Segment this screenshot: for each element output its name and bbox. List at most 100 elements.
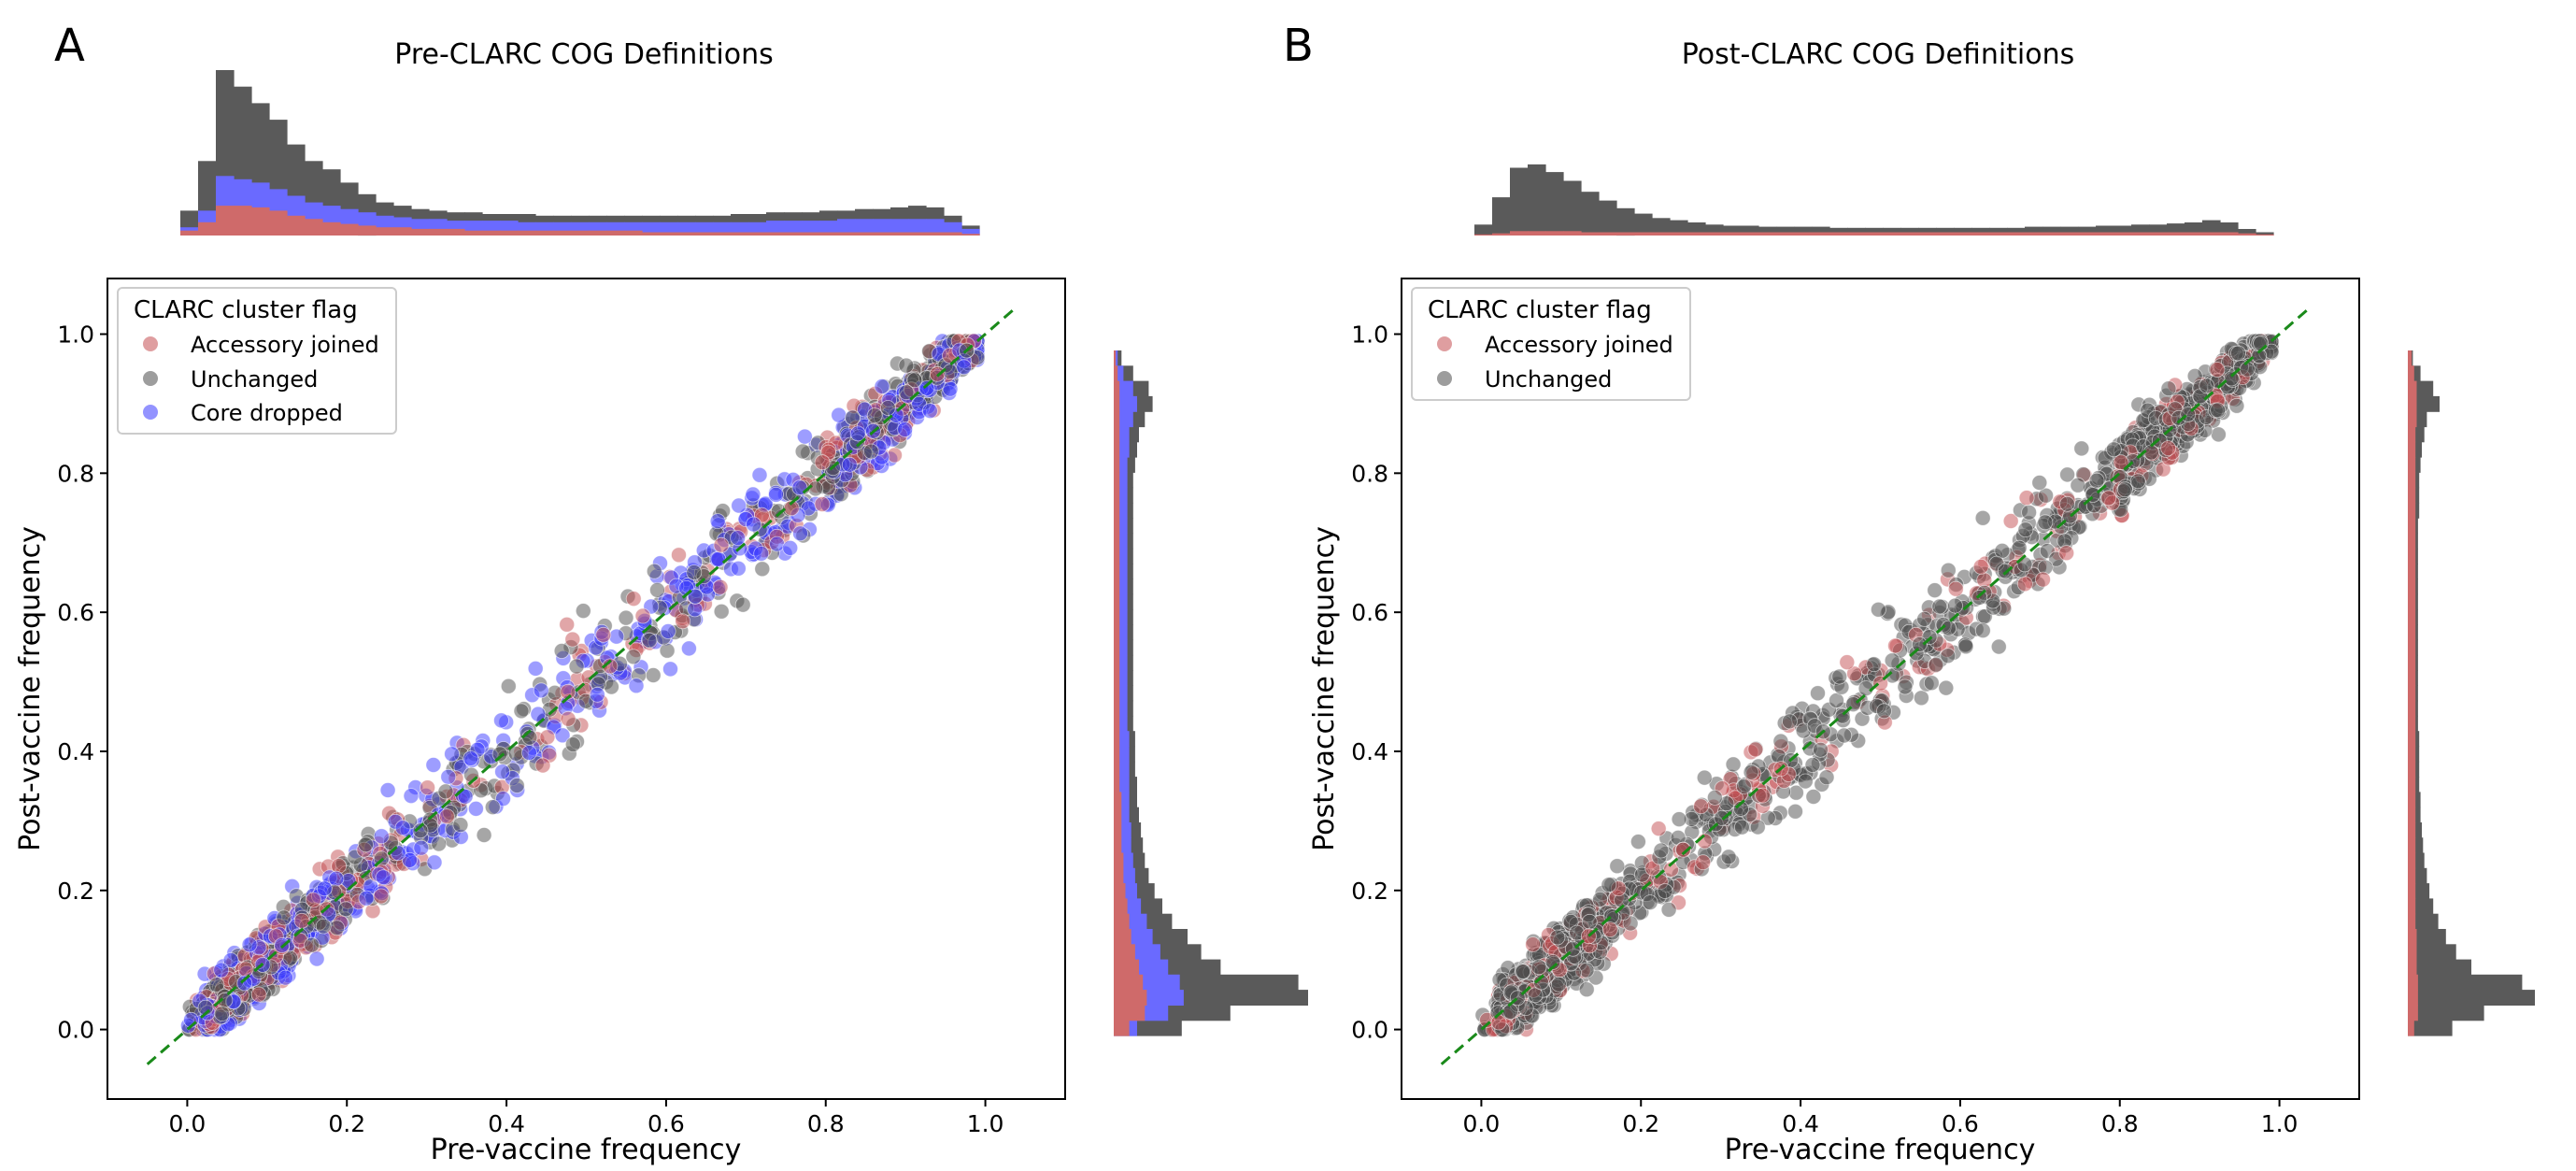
panel-a-y-axis-label: Post-vaccine frequency [14, 526, 47, 851]
marginal-y-bar [2408, 974, 2418, 991]
scatter-point [1725, 756, 1742, 773]
scatter-point [1797, 773, 1814, 790]
marginal-x-bar [624, 230, 643, 236]
scatter-point [1695, 854, 1712, 871]
scatter-point [754, 561, 771, 578]
scatter-point [444, 746, 461, 763]
scatter-point [560, 710, 576, 727]
scatter-point [1839, 654, 1856, 670]
marginal-y-bar [1114, 731, 1120, 748]
marginal-y-bar [2408, 548, 2416, 564]
marginal-y-bar [1114, 944, 1135, 961]
scatter-point [1696, 769, 1713, 786]
panel-a-y-tick-label: 0.8 [57, 460, 94, 487]
marginal-x-bar [251, 207, 270, 236]
marginal-y-bar [2408, 654, 2416, 671]
marginal-y-bar [1114, 564, 1120, 579]
scatter-point [845, 409, 861, 426]
marginal-y-bar [1114, 898, 1128, 915]
panel-a-x-tick-label: 0.8 [807, 1110, 845, 1137]
marginal-x-bar [731, 221, 749, 236]
marginal-x-bar [1599, 200, 1617, 236]
scatter-point [1947, 597, 1963, 614]
marginal-x-bar [1616, 207, 1635, 236]
marginal-x-bar [748, 232, 767, 236]
scatter-point [1747, 741, 1764, 758]
marginal-x-bar [961, 228, 980, 236]
panel-a-x-tick-label: 0.2 [328, 1110, 365, 1137]
scatter-point [1581, 913, 1598, 930]
marginal-x-bar [731, 232, 749, 236]
scatter-point [534, 757, 551, 774]
marginal-x-bar [819, 232, 838, 236]
scatter-point [1928, 656, 1944, 673]
scatter-point [316, 880, 333, 897]
scatter-point [713, 536, 730, 553]
scatter-point [564, 736, 581, 752]
scatter-point [2129, 473, 2146, 490]
panel-a-legend-marker-accessory [143, 336, 158, 351]
marginal-x-bar [1510, 167, 1529, 236]
scatter-point [1876, 703, 1892, 720]
scatter-point [1990, 638, 2007, 655]
scatter-point [2209, 362, 2226, 378]
scatter-point [2116, 481, 2133, 498]
scatter-point [831, 407, 847, 423]
marginal-y-bar [1114, 472, 1120, 489]
scatter-point [440, 768, 457, 785]
scatter-point [437, 783, 454, 800]
panel-a-legend-title: CLARC cluster flag [134, 296, 358, 324]
marginal-x-bar [1883, 232, 1901, 236]
marginal-y-bar [2408, 990, 2418, 1006]
panel-b-legend-marker-accessory [1437, 336, 1452, 351]
marginal-y-bar [2408, 593, 2416, 610]
marginal-y-bar [2408, 350, 2412, 366]
scatter-point [413, 839, 430, 856]
scatter-point [709, 513, 726, 529]
marginal-y-bar [2408, 502, 2416, 519]
scatter-point [625, 649, 642, 665]
marginal-y-bar [1114, 365, 1118, 382]
marginal-x-bar [2220, 232, 2239, 236]
marginal-y-bar [1114, 608, 1120, 625]
panel-b-x-tick-label: 0.8 [2101, 1110, 2139, 1137]
scatter-point [491, 746, 508, 763]
marginal-y-bar [2408, 898, 2416, 915]
marginal-x-bar [873, 232, 891, 236]
panel-b-y-ticks: 0.0 0.2 0.4 0.6 0.8 1.0 [1351, 321, 1388, 1044]
scatter-point [1630, 834, 1646, 850]
scatter-point [686, 564, 703, 580]
scatter-point [2088, 472, 2105, 489]
scatter-point [792, 525, 808, 542]
marginal-y-bar [1114, 1020, 1130, 1036]
scatter-point [730, 530, 746, 546]
marginal-y-bar [2408, 929, 2417, 945]
marginal-x-bar [393, 227, 412, 236]
marginal-x-bar [358, 225, 377, 236]
scatter-point [589, 686, 605, 703]
scatter-point [1916, 611, 1933, 627]
marginal-y-bar [1114, 867, 1124, 884]
scatter-point [874, 378, 890, 394]
marginal-x-bar [1900, 232, 1919, 236]
marginal-y-bar [2408, 822, 2416, 838]
scatter-point [2017, 521, 2034, 538]
scatter-point [782, 540, 799, 556]
marginal-y-bar [2408, 959, 2417, 976]
marginal-x-bar [766, 221, 785, 236]
marginal-x-bar [1936, 232, 1955, 236]
marginal-y-bar [2408, 608, 2416, 625]
scatter-point [1805, 789, 1822, 805]
marginal-x-bar [1812, 232, 1830, 236]
marginal-y-bar [2408, 700, 2416, 717]
scatter-point [769, 536, 785, 552]
marginal-x-bar [216, 206, 235, 236]
marginal-x-bar [2060, 232, 2079, 236]
scatter-point [745, 486, 761, 503]
panel-b-marginal-x [1474, 164, 2274, 236]
marginal-y-bar [1114, 593, 1120, 610]
scatter-point [942, 364, 959, 380]
marginal-x-bar [855, 232, 874, 236]
marginal-y-bar [2408, 1005, 2484, 1021]
scatter-point [379, 782, 396, 798]
